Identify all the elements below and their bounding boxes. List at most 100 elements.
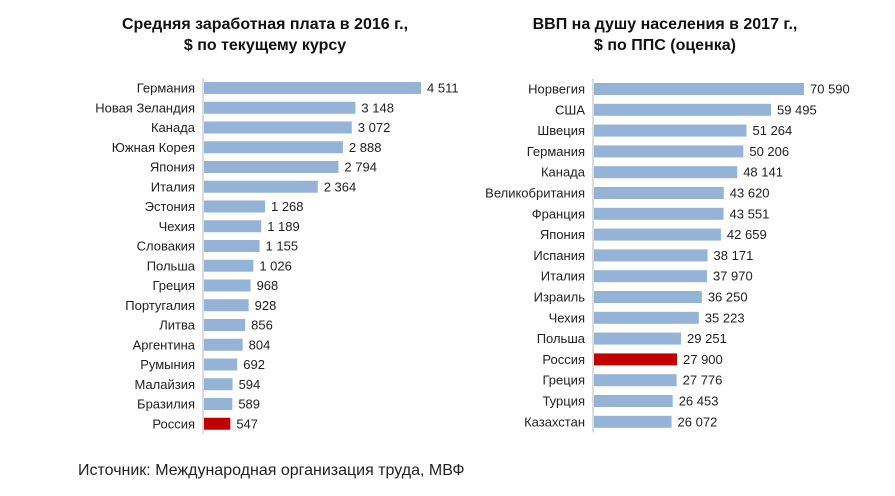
category-label: Япония <box>540 227 585 242</box>
value-label: 589 <box>238 397 260 412</box>
category-label: Япония <box>150 160 195 175</box>
bar-7 <box>204 220 262 233</box>
value-label: 804 <box>249 337 271 352</box>
category-label: Германия <box>137 81 195 96</box>
bar-15 <box>204 378 233 391</box>
bar-17 <box>204 417 231 430</box>
left-chart-title-line2: $ по текущему курсу <box>183 37 347 54</box>
category-label: Чехия <box>159 219 195 234</box>
category-label: Россия <box>152 416 195 431</box>
value-label: 51 264 <box>753 123 793 138</box>
value-label: 547 <box>236 416 258 431</box>
category-label: Казахстан <box>524 414 585 429</box>
source-note: Источник: Международная организация труд… <box>78 462 465 479</box>
value-label: 928 <box>255 298 277 313</box>
category-label: Литва <box>159 318 196 333</box>
value-label: 26 072 <box>678 414 718 429</box>
category-label: Швеция <box>537 123 585 138</box>
bar-15 <box>594 395 673 407</box>
bar-2 <box>594 124 747 137</box>
value-label: 43 620 <box>730 186 770 201</box>
bar-10 <box>594 291 702 303</box>
left-chart-title-line1: Средняя заработная плата в 2016 г., <box>121 16 409 33</box>
category-label: Италия <box>151 179 195 194</box>
bar-11 <box>204 299 249 312</box>
category-label: Южная Корея <box>112 140 195 155</box>
bar-12 <box>204 319 246 331</box>
value-label: 3 148 <box>361 100 394 115</box>
bar-5 <box>204 180 318 193</box>
bar-6 <box>594 207 724 220</box>
value-label: 43 551 <box>730 206 770 221</box>
value-label: 29 251 <box>687 331 727 346</box>
category-label: Малайзия <box>134 377 195 392</box>
category-label: Турция <box>542 394 585 409</box>
category-label: Новая Зеландия <box>95 100 195 115</box>
bar-4 <box>204 161 339 173</box>
value-label: 856 <box>251 318 273 333</box>
bar-8 <box>594 249 708 262</box>
value-label: 26 453 <box>679 394 719 409</box>
category-label: Польша <box>147 258 196 273</box>
value-label: 59 495 <box>777 102 817 117</box>
bar-9 <box>594 270 707 283</box>
value-label: 48 141 <box>743 165 783 180</box>
value-label: 42 659 <box>727 227 767 242</box>
value-label: 35 223 <box>705 310 745 325</box>
value-label: 1 155 <box>266 239 299 254</box>
value-label: 968 <box>257 278 279 293</box>
bar-8 <box>204 240 260 252</box>
bar-3 <box>594 145 744 158</box>
bar-7 <box>594 228 721 241</box>
right-chart-title-line2: $ по ППС (оценка) <box>594 37 736 54</box>
category-label: Россия <box>542 352 585 367</box>
category-label: Польша <box>537 331 586 346</box>
value-label: 50 206 <box>749 144 789 159</box>
category-label: Словакия <box>137 239 195 254</box>
value-label: 70 590 <box>810 82 850 97</box>
value-label: 1 268 <box>271 199 304 214</box>
value-label: 27 776 <box>683 373 723 388</box>
bar-2 <box>204 121 352 134</box>
value-label: 692 <box>243 357 265 372</box>
category-label: Румыния <box>140 357 195 372</box>
category-label: Израиль <box>534 290 586 305</box>
value-label: 594 <box>239 377 261 392</box>
bar-10 <box>204 279 251 292</box>
category-label: Эстония <box>145 199 195 214</box>
category-label: Португалия <box>125 298 195 313</box>
value-label: 3 072 <box>358 120 391 135</box>
category-label: Канада <box>151 120 196 135</box>
value-label: 1 026 <box>259 258 292 273</box>
category-label: Норвегия <box>528 82 585 97</box>
category-label: Германия <box>527 144 585 159</box>
bar-3 <box>204 141 343 154</box>
bar-0 <box>204 82 421 94</box>
bar-16 <box>594 415 672 428</box>
category-label: США <box>555 102 585 117</box>
bar-5 <box>594 187 724 199</box>
bar-13 <box>204 338 243 351</box>
category-label: Греция <box>152 278 195 293</box>
value-label: 2 888 <box>349 140 382 155</box>
category-label: Канада <box>541 165 586 180</box>
value-label: 1 189 <box>267 219 300 234</box>
value-label: 2 364 <box>324 179 357 194</box>
bar-1 <box>204 101 356 114</box>
category-label: Чехия <box>549 310 585 325</box>
value-label: 37 970 <box>713 269 753 284</box>
category-label: Бразилия <box>137 397 195 412</box>
bar-12 <box>594 332 682 345</box>
right-chart-title-line1: ВВП на душу населения в 2017 г., <box>532 16 798 33</box>
bar-14 <box>204 358 238 371</box>
value-label: 2 794 <box>344 160 377 175</box>
category-label: Италия <box>541 269 585 284</box>
value-label: 38 171 <box>714 248 754 263</box>
bar-14 <box>594 374 677 387</box>
bar-16 <box>204 398 233 410</box>
bar-9 <box>204 259 254 272</box>
bar-4 <box>594 166 738 179</box>
category-label: Аргентина <box>133 337 196 352</box>
